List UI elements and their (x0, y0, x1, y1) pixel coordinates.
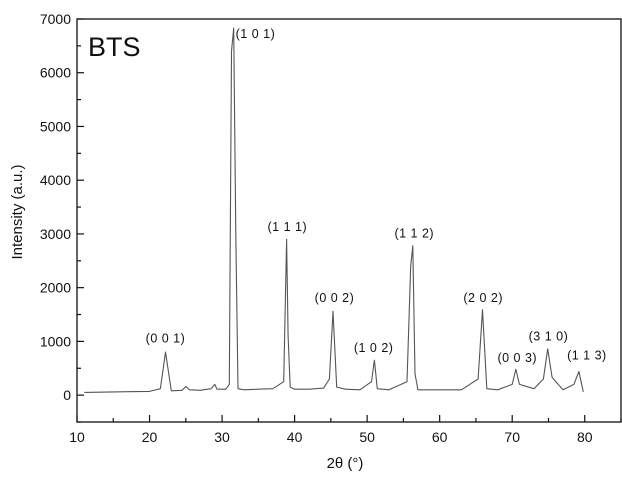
x-tick-label: 80 (577, 429, 593, 445)
x-tick-label: 30 (214, 429, 230, 445)
panel-label: BTS (88, 32, 141, 62)
peak-label: (1 0 1) (236, 27, 276, 41)
y-tick-label: 5000 (40, 118, 71, 134)
peak-label: (1 1 1) (268, 220, 308, 234)
peak-label: (1 1 3) (567, 349, 607, 363)
series-line (84, 27, 584, 393)
x-tick-label: 60 (432, 429, 448, 445)
chart-marks: 10 20 30 40 50 60 70 80 0 1000 2000 3000 4000 5000 600… (40, 11, 622, 445)
peak-label: (1 1 2) (394, 227, 434, 241)
y-tick-label: 3000 (40, 226, 71, 242)
peak-label: (2 0 2) (463, 291, 503, 305)
plot-frame (76, 18, 622, 423)
peak-label: (1 0 2) (354, 341, 394, 355)
y-tick-label: 7000 (40, 11, 71, 27)
x-tick-label: 20 (142, 429, 158, 445)
y-axis-title-group: Intensity (a.u.) (9, 164, 26, 259)
y-axis-title: Intensity (a.u.) (9, 164, 26, 259)
peak-label: (0 0 2) (315, 291, 355, 305)
x-tick-label: 70 (504, 429, 520, 445)
peak-label: (0 0 3) (497, 351, 537, 365)
peak-label: (0 0 1) (146, 331, 186, 345)
y-tick-label: 4000 (40, 172, 71, 188)
x-tick-label: 40 (287, 429, 303, 445)
y-tick-label: 2000 (40, 280, 71, 296)
x-tick-label: 50 (359, 429, 375, 445)
y-tick-label: 1000 (40, 333, 71, 349)
y-tick-label: 0 (63, 387, 71, 403)
x-axis-title: 2θ (°) (327, 455, 364, 472)
peak-label: (3 1 0) (529, 329, 569, 343)
y-tick-label: 6000 (40, 65, 71, 81)
x-tick-label: 10 (69, 429, 85, 445)
